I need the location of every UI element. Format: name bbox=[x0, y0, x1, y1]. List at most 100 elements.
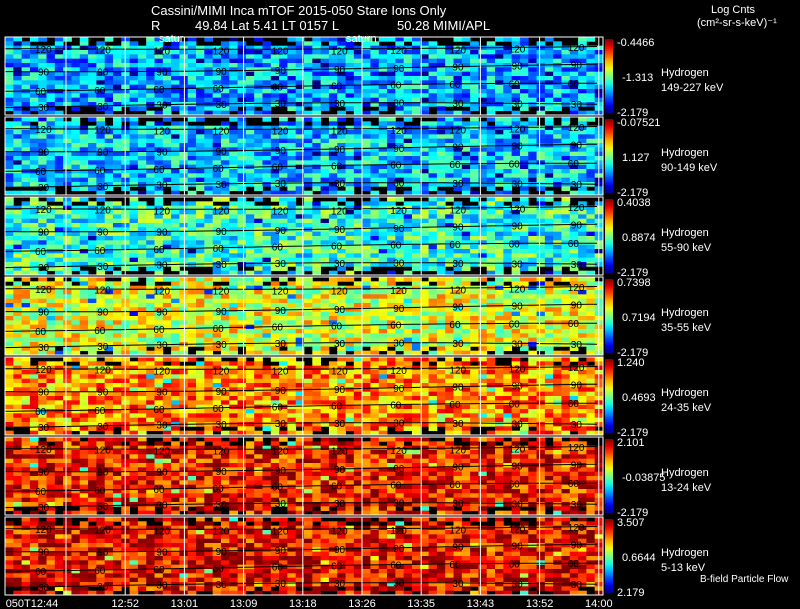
data-cell bbox=[71, 214, 81, 220]
data-cell bbox=[428, 156, 438, 161]
data-cell bbox=[470, 337, 479, 343]
data-cell bbox=[586, 227, 596, 233]
data-cell bbox=[370, 210, 380, 215]
data-cell bbox=[171, 307, 180, 313]
pitch-angle-label: 60 bbox=[272, 83, 284, 94]
data-cell bbox=[470, 93, 479, 99]
data-cell bbox=[270, 197, 280, 202]
data-cell bbox=[237, 337, 247, 343]
data-cell bbox=[403, 346, 413, 352]
data-cell bbox=[54, 257, 64, 263]
data-cell bbox=[586, 333, 596, 339]
data-cell bbox=[486, 89, 496, 94]
data-cell bbox=[287, 333, 297, 339]
data-cell bbox=[204, 223, 214, 228]
data-cell bbox=[337, 37, 346, 42]
data-cell bbox=[212, 218, 222, 224]
data-cell bbox=[29, 125, 39, 131]
data-cell bbox=[137, 190, 147, 196]
pitch-angle-label: 60 bbox=[35, 247, 47, 258]
data-cell bbox=[287, 342, 297, 347]
data-cell bbox=[478, 50, 488, 55]
data-cell bbox=[320, 223, 330, 228]
data-cell bbox=[511, 210, 521, 215]
data-cell bbox=[196, 210, 205, 215]
data-cell bbox=[337, 316, 346, 321]
data-cell bbox=[279, 316, 288, 321]
data-cell bbox=[495, 329, 504, 334]
pitch-angle-label: 90 bbox=[571, 141, 583, 152]
data-cell bbox=[511, 45, 521, 51]
data-cell bbox=[154, 329, 164, 334]
data-cell bbox=[21, 350, 31, 356]
data-cell bbox=[561, 223, 571, 228]
data-cell bbox=[569, 320, 579, 326]
data-cell bbox=[586, 89, 596, 94]
data-cell bbox=[245, 320, 255, 326]
data-cell bbox=[486, 223, 496, 228]
data-cell bbox=[96, 311, 106, 317]
data-cell bbox=[403, 151, 413, 157]
data-cell bbox=[88, 210, 97, 215]
data-cell bbox=[544, 205, 554, 211]
data-cell bbox=[378, 138, 388, 144]
data-cell bbox=[544, 270, 554, 276]
data-cell bbox=[320, 205, 330, 211]
data-cell bbox=[519, 190, 529, 196]
data-cell bbox=[445, 50, 454, 55]
data-cell bbox=[129, 277, 139, 282]
data-cell bbox=[495, 290, 504, 295]
data-cell bbox=[129, 236, 139, 241]
data-cell bbox=[486, 249, 496, 254]
data-cell bbox=[387, 320, 396, 326]
data-cell bbox=[54, 205, 64, 211]
data-cell bbox=[403, 277, 413, 282]
pitch-angle-contour bbox=[4, 182, 598, 189]
data-cell bbox=[162, 143, 172, 148]
data-cell bbox=[245, 285, 255, 291]
data-cell bbox=[470, 303, 479, 308]
data-cell bbox=[71, 324, 81, 330]
data-cell bbox=[88, 281, 97, 287]
data-cell bbox=[411, 164, 421, 170]
data-cell bbox=[445, 197, 454, 202]
data-cell bbox=[279, 290, 288, 295]
data-cell bbox=[337, 240, 346, 246]
data-cell bbox=[254, 50, 263, 55]
data-cell bbox=[229, 67, 238, 73]
data-cell bbox=[63, 93, 72, 99]
data-cell bbox=[171, 210, 180, 215]
data-cell bbox=[38, 102, 47, 107]
data-cell bbox=[436, 324, 446, 330]
data-cell bbox=[395, 125, 405, 131]
data-cell bbox=[237, 311, 247, 317]
data-cell bbox=[71, 210, 81, 215]
data-cell bbox=[270, 346, 280, 352]
data-cell bbox=[536, 164, 546, 170]
data-source: MIMI/APL bbox=[433, 18, 491, 33]
pitch-angle-label: 60 bbox=[509, 79, 521, 90]
data-cell bbox=[279, 253, 288, 259]
data-cell bbox=[287, 285, 297, 291]
data-cell bbox=[395, 102, 405, 107]
data-cell bbox=[420, 236, 429, 241]
data-cell bbox=[38, 227, 47, 233]
data-cell bbox=[212, 240, 222, 246]
data-cell bbox=[387, 97, 396, 103]
data-cell bbox=[204, 134, 214, 140]
data-cell bbox=[569, 84, 579, 90]
data-cell bbox=[54, 110, 64, 116]
data-cell bbox=[46, 210, 56, 215]
data-cell bbox=[129, 350, 139, 356]
data-cell bbox=[362, 156, 371, 161]
data-cell bbox=[378, 37, 388, 42]
data-cell bbox=[453, 121, 463, 127]
data-cell bbox=[237, 307, 247, 313]
data-cell bbox=[245, 58, 255, 64]
data-cell bbox=[503, 236, 513, 241]
data-cell bbox=[38, 182, 47, 187]
data-cell bbox=[146, 316, 155, 321]
data-cell bbox=[328, 125, 338, 131]
data-cell bbox=[171, 169, 180, 174]
data-cell bbox=[519, 240, 529, 246]
